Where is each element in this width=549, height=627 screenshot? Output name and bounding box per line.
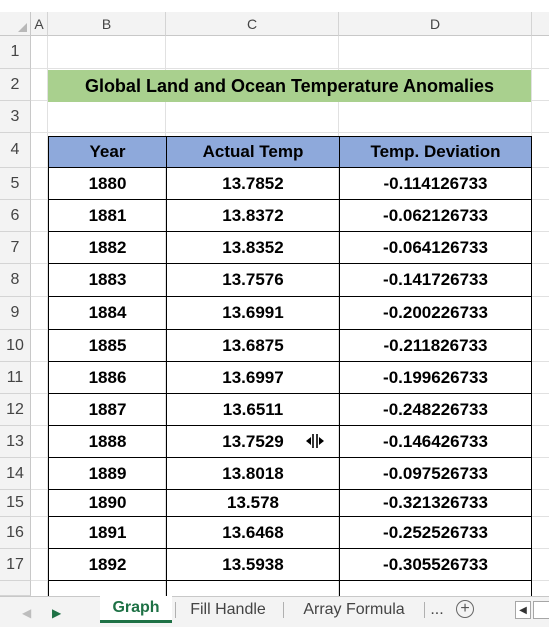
table-cell[interactable]: 13.6991 (166, 297, 339, 330)
row-header-3[interactable]: 3 (0, 101, 31, 133)
add-sheet-icon[interactable]: + (456, 600, 474, 618)
table-cell[interactable]: -0.114126733 (339, 168, 532, 200)
table-cell[interactable]: 13.6511 (166, 394, 339, 426)
column-header-e-partial[interactable] (532, 12, 549, 36)
move-cursor-icon (306, 434, 324, 448)
table-cell[interactable]: -0.097526733 (339, 458, 532, 490)
sheet-tab-bar: ◀ ▶ Graph Fill Handle Array Formula ... … (0, 596, 549, 627)
tab-separator (424, 602, 425, 618)
table-cell[interactable]: -0.305526733 (339, 549, 532, 581)
column-header-a[interactable]: A (31, 12, 48, 36)
table-cell[interactable]: -0.211826733 (339, 330, 532, 362)
table-cell[interactable]: 1885 (48, 330, 166, 362)
table-cell[interactable]: 1888 (48, 426, 166, 458)
column-gridline (47, 36, 48, 596)
table-cell[interactable]: -0.321326733 (339, 490, 532, 517)
column-header-d[interactable]: D (339, 12, 532, 36)
column-gridline (165, 36, 166, 596)
row-header-7[interactable]: 7 (0, 232, 31, 264)
select-all-corner[interactable] (0, 12, 31, 36)
corner-triangle-icon (18, 23, 27, 32)
more-sheets-button[interactable]: ... (430, 601, 444, 618)
table-cell[interactable]: 1891 (48, 517, 166, 549)
table-cell[interactable]: 13.6468 (166, 517, 339, 549)
table-cell[interactable]: 1886 (48, 362, 166, 394)
table-header-cell[interactable]: Actual Temp (166, 136, 339, 168)
row-header-17[interactable]: 17 (0, 549, 31, 581)
row-header-partial[interactable] (0, 581, 31, 596)
row-gridline (31, 132, 549, 133)
row-header-6[interactable]: 6 (0, 200, 31, 232)
row-header-2[interactable]: 2 (0, 69, 31, 101)
row-header-13[interactable]: 13 (0, 426, 31, 458)
table-cell[interactable]: 13.7852 (166, 168, 339, 200)
table-cell[interactable]: 13.6875 (166, 330, 339, 362)
prev-sheet-icon[interactable]: ◀ (22, 606, 32, 620)
table-cell[interactable]: 13.8372 (166, 200, 339, 232)
table-cell[interactable]: -0.062126733 (339, 200, 532, 232)
table-cell[interactable]: 1884 (48, 297, 166, 330)
next-sheet-icon[interactable]: ▶ (52, 606, 62, 620)
column-header-b[interactable]: B (48, 12, 166, 36)
row-header-12[interactable]: 12 (0, 394, 31, 426)
table-cell[interactable]: -0.064126733 (339, 232, 532, 264)
table-cell[interactable]: 1890 (48, 490, 166, 517)
tab-separator (283, 602, 284, 618)
table-cell[interactable]: 13.8018 (166, 458, 339, 490)
row-gridline (31, 68, 549, 69)
sheet-title: Global Land and Ocean Temperature Anomal… (48, 70, 531, 102)
tab-array-formula[interactable]: Array Formula (303, 601, 405, 618)
table-cell[interactable]: 13.5938 (166, 549, 339, 581)
row-header-10[interactable]: 10 (0, 330, 31, 362)
table-cell[interactable]: 13.6997 (166, 362, 339, 394)
table-cell[interactable]: 13.8352 (166, 232, 339, 264)
row-header-4[interactable]: 4 (0, 133, 31, 168)
table-cell[interactable]: -0.199626733 (339, 362, 532, 394)
table-cell[interactable]: 1889 (48, 458, 166, 490)
table-cell[interactable]: 1887 (48, 394, 166, 426)
column-header-c[interactable]: C (166, 12, 339, 36)
table-cell[interactable]: 1882 (48, 232, 166, 264)
row-header-15[interactable]: 15 (0, 490, 31, 517)
row-header-9[interactable]: 9 (0, 297, 31, 330)
row-header-5[interactable]: 5 (0, 168, 31, 200)
table-cell[interactable]: 13.7529 (166, 426, 339, 458)
row-header-11[interactable]: 11 (0, 362, 31, 394)
table-cell[interactable]: -0.252526733 (339, 517, 532, 549)
table-cell[interactable]: -0.248226733 (339, 394, 532, 426)
scroll-left-icon[interactable]: ◀ (515, 601, 531, 619)
tab-separator (175, 602, 176, 618)
row-header-16[interactable]: 16 (0, 517, 31, 549)
table-header-cell[interactable]: Temp. Deviation (339, 136, 532, 168)
table-cell[interactable]: 1881 (48, 200, 166, 232)
row-header-1[interactable]: 1 (0, 36, 31, 69)
tab-graph[interactable]: Graph (100, 596, 172, 623)
row-header-14[interactable]: 14 (0, 458, 31, 490)
table-cell[interactable]: -0.146426733 (339, 426, 532, 458)
table-cell[interactable]: -0.200226733 (339, 297, 532, 330)
table-cell[interactable]: 1880 (48, 168, 166, 200)
table-cell[interactable]: -0.141726733 (339, 264, 532, 297)
row-header-8[interactable]: 8 (0, 264, 31, 297)
column-gridline (338, 36, 339, 596)
table-cell[interactable]: 13.578 (166, 490, 339, 517)
tab-fill-handle[interactable]: Fill Handle (190, 601, 266, 618)
table-header-cell[interactable]: Year (48, 136, 166, 168)
table-cell[interactable]: 1892 (48, 549, 166, 581)
table-cell[interactable]: 1883 (48, 264, 166, 297)
horizontal-scrollbar[interactable] (533, 601, 549, 619)
table-cell[interactable]: 13.7576 (166, 264, 339, 297)
